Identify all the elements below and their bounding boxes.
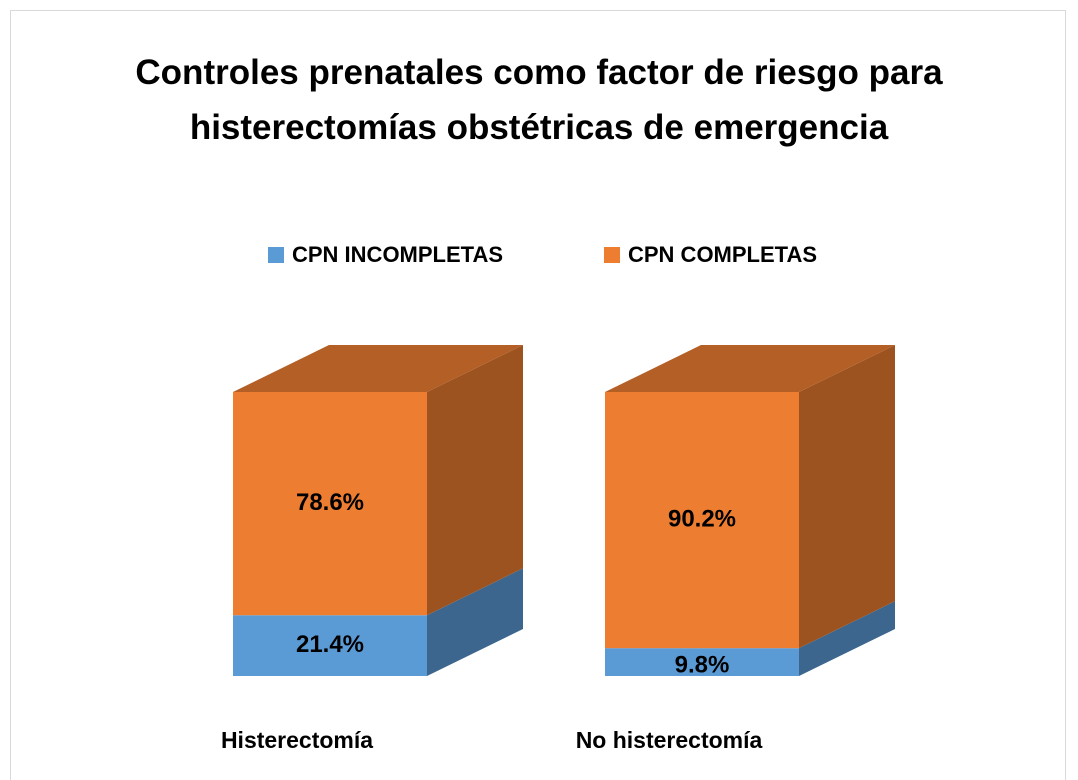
bar-front [233, 615, 427, 676]
bar-front [605, 648, 799, 676]
bar-front [233, 392, 427, 616]
bar-side [427, 568, 523, 676]
data-label: 78.6% [296, 489, 364, 516]
bar-side [799, 345, 895, 649]
data-label: 21.4% [296, 631, 364, 658]
legend-swatch [268, 247, 284, 263]
chart-frame [10, 10, 1066, 780]
bar-top [605, 345, 895, 392]
data-label: 90.2% [668, 505, 736, 532]
bar-side [799, 601, 895, 676]
data-label: 9.8% [675, 651, 730, 678]
x-tick-label: Histerectomía [221, 727, 373, 753]
legend-label: CPN COMPLETAS [628, 242, 817, 267]
bar-front [605, 392, 799, 649]
bar-top [233, 345, 523, 392]
bar-side [427, 345, 523, 616]
x-tick-label: No histerectomía [576, 727, 763, 753]
chart-title: Controles prenatales como factor de ries… [135, 53, 943, 147]
legend-swatch [604, 247, 620, 263]
legend-label: CPN INCOMPLETAS [292, 242, 503, 267]
